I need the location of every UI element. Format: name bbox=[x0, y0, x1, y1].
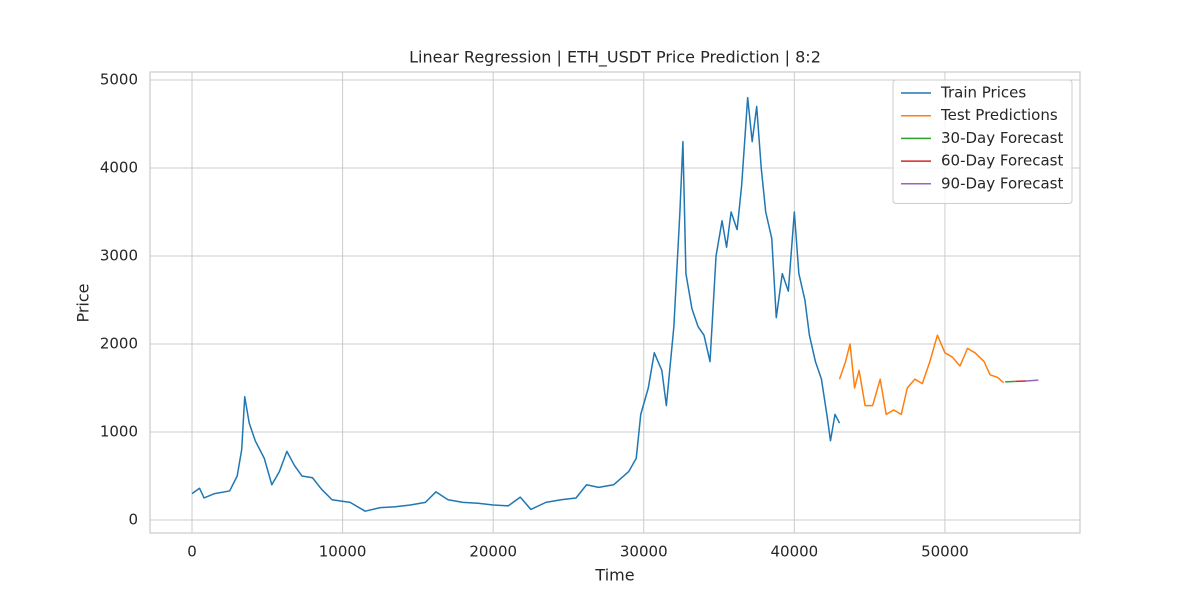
y-tick-label: 3000 bbox=[100, 246, 138, 264]
legend-label: 60-Day Forecast bbox=[941, 152, 1063, 170]
x-tick-label: 30000 bbox=[620, 543, 668, 561]
legend-label: 30-Day Forecast bbox=[941, 129, 1063, 147]
x-tick-label: 40000 bbox=[770, 543, 818, 561]
x-tick-label: 10000 bbox=[319, 543, 367, 561]
legend-label: Train Prices bbox=[940, 84, 1026, 102]
y-axis-label: Price bbox=[74, 283, 93, 322]
series-line bbox=[1026, 379, 1039, 382]
y-tick-label: 0 bbox=[128, 510, 138, 528]
chart-title: Linear Regression | ETH_USDT Price Predi… bbox=[409, 48, 821, 68]
legend-box bbox=[892, 79, 1073, 204]
y-tick-label: 1000 bbox=[100, 422, 138, 440]
legend-label: Test Predictions bbox=[940, 106, 1058, 124]
series-line bbox=[838, 334, 1005, 416]
x-axis-label: Time bbox=[594, 566, 634, 585]
y-tick-label: 5000 bbox=[100, 71, 138, 89]
x-tick-label: 0 bbox=[187, 543, 197, 561]
x-tick-label: 20000 bbox=[469, 543, 517, 561]
x-tick-label: 50000 bbox=[921, 543, 969, 561]
legend-label: 90-Day Forecast bbox=[941, 174, 1063, 192]
series-line bbox=[191, 96, 841, 512]
y-tick-label: 2000 bbox=[100, 334, 138, 352]
plot-frame bbox=[149, 71, 1081, 534]
y-tick-label: 4000 bbox=[100, 159, 138, 177]
